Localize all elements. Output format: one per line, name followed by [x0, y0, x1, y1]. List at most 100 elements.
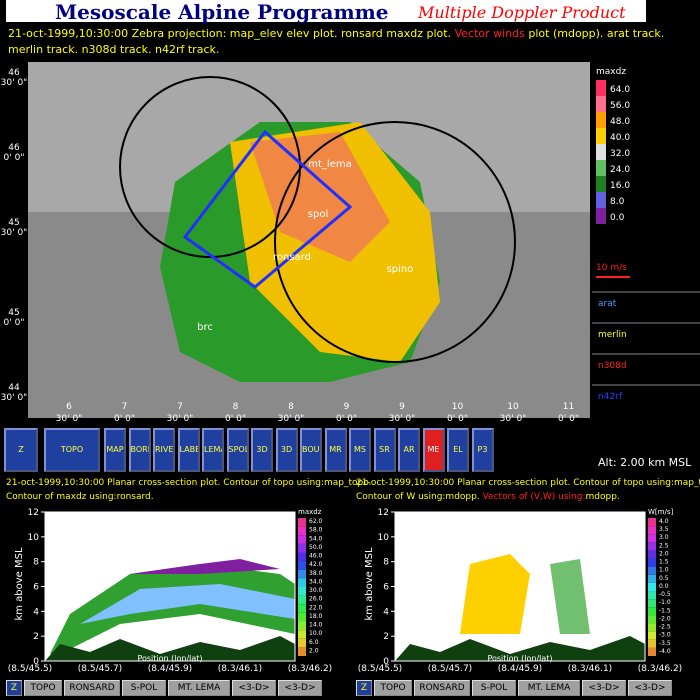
lon-label: 0' 0" [447, 414, 468, 424]
lon-label: 7 [122, 402, 128, 412]
scale-swatch [298, 612, 306, 622]
toolbar-button[interactable]: TOPO [44, 428, 100, 472]
xs-button[interactable]: MT. LEMA [518, 680, 580, 696]
lat-label: 45 [8, 218, 19, 228]
y-tick-label: 0 [33, 657, 39, 667]
x-tick-label: (8.5/45.7) [78, 664, 122, 674]
xs-button[interactable]: S-POL [472, 680, 516, 696]
xs-plot: 0 2 4 6 8 10 12 km above MSL (8.5/45.5) (8.5/45.7… [8, 508, 332, 674]
scale-label: -2.5 [659, 624, 671, 631]
toolbar-button[interactable]: RIVERS [153, 428, 175, 472]
title-bar [6, 0, 646, 22]
scale-swatch [648, 599, 656, 608]
reflectivity [50, 564, 295, 654]
track-legend: arat [598, 299, 617, 309]
scale-label: 16.0 [610, 181, 630, 191]
xs-button[interactable]: TOPO [24, 680, 62, 696]
radar-echo [250, 132, 390, 262]
scale-label: 50.0 [309, 544, 323, 551]
title: Mesoscale Alpine Programme [55, 0, 389, 24]
toolbar-button[interactable]: BORDERS [128, 428, 151, 472]
scale-swatch [298, 621, 306, 631]
scale-swatch [298, 518, 306, 527]
scale-label: 0.0 [610, 213, 625, 223]
toolbar-button[interactable]: AR [398, 428, 420, 472]
subtitle: Multiple Doppler Product [418, 3, 626, 22]
scale-label: 0.5 [659, 575, 669, 582]
toolbar-button[interactable]: MR [324, 428, 347, 472]
toolbar-button[interactable]: EL [447, 428, 469, 472]
scale-swatch [648, 639, 656, 648]
xs-button[interactable]: <3-D> [278, 680, 322, 696]
toolbar-button[interactable]: SPOL [226, 428, 249, 472]
cross-section: 21-oct-1999,10:30:00 Planar cross-sectio… [350, 476, 700, 700]
info-line: 21-oct-1999,10:30:00 Zebra projection: m… [8, 27, 664, 40]
scale-label: 3.5 [659, 526, 669, 533]
toolbar-button[interactable]: P3 [471, 428, 494, 472]
xs-button[interactable]: RONSARD [64, 680, 120, 696]
scale-swatch [298, 604, 306, 613]
toolbar-button[interactable]: BOUNDS [300, 428, 322, 472]
toolbar-button[interactable]: MAP [104, 428, 126, 472]
scale-swatch [298, 526, 306, 536]
toolbar-button[interactable]: LEMA [202, 428, 224, 472]
lat-label: 46 [8, 143, 20, 153]
toolbar-button[interactable]: 3D [251, 428, 273, 472]
x-tick-label: (8.3/46.1) [218, 664, 262, 674]
lon-label: 10 [452, 402, 464, 412]
scale-label: 64.0 [610, 85, 630, 95]
scale-swatch [298, 578, 306, 587]
scale-label: 14.0 [309, 622, 323, 629]
toolbar-button[interactable]: 3D [275, 428, 298, 472]
xs-button[interactable]: Z [356, 680, 372, 696]
vertical-velocity [550, 559, 590, 634]
lon-label: 9 [344, 402, 350, 412]
scale-label: -2.0 [659, 615, 671, 622]
xs-button[interactable]: Z [6, 680, 22, 696]
scale-label: 40.0 [610, 133, 630, 143]
xs-button[interactable]: <3-D> [628, 680, 672, 696]
station-label: spino [387, 264, 414, 275]
x-tick-label: (8.4/45.9) [498, 664, 542, 674]
y-tick-label: 0 [383, 657, 389, 667]
toolbar-button[interactable]: LABELS [177, 428, 200, 472]
toolbar-button[interactable]: Z [4, 428, 38, 472]
flight-track [182, 129, 353, 289]
legend-bg [590, 62, 700, 392]
toolbar-button[interactable]: SR [373, 428, 396, 472]
lat-label: 0' 0" [4, 153, 25, 163]
toolbar-button[interactable]: MS [349, 428, 371, 472]
scale-label: -3.5 [659, 640, 671, 647]
scale-label: 58.0 [309, 527, 323, 534]
x-tick-label: (8.5/45.7) [428, 664, 472, 674]
y-tick-label: 8 [33, 558, 39, 568]
lon-label: 30' 0" [56, 414, 83, 424]
reflectivity [130, 559, 280, 574]
scale-label: -4.0 [659, 648, 671, 655]
lon-label: 8 [233, 402, 239, 412]
scale-swatch [648, 566, 656, 575]
xs-button[interactable]: <3-D> [232, 680, 276, 696]
altitude: Alt: 2.00 km MSL [598, 456, 692, 469]
xs-button[interactable]: RONSARD [414, 680, 470, 696]
toolbar-button[interactable]: ME [422, 428, 445, 472]
scale-label: 1.5 [659, 559, 669, 566]
y-title: km above MSL [14, 547, 25, 621]
xs-button[interactable]: <3-D> [582, 680, 626, 696]
scale-label: 62.0 [309, 518, 323, 525]
scale-label: 24.0 [610, 165, 630, 175]
info-text: Vector winds [454, 27, 525, 40]
xs-button[interactable]: S-POL [122, 680, 166, 696]
scale-label: 54.0 [309, 535, 323, 542]
xs-plot: 0 2 4 6 8 10 12 km above MSL (8.5/45.5) (8.5/45.7… [358, 508, 682, 674]
xs-button[interactable]: MT. LEMA [168, 680, 230, 696]
lon-label: 9 [399, 402, 405, 412]
lon-label: 10 [507, 402, 519, 412]
x-tick-label: (8.3/46.2) [638, 664, 682, 674]
xs-button[interactable]: TOPO [374, 680, 412, 696]
scale-swatch [298, 552, 306, 562]
scale-swatch [298, 638, 306, 648]
lon-label: 30' 0" [167, 414, 194, 424]
scale-label: -1.0 [659, 599, 671, 606]
